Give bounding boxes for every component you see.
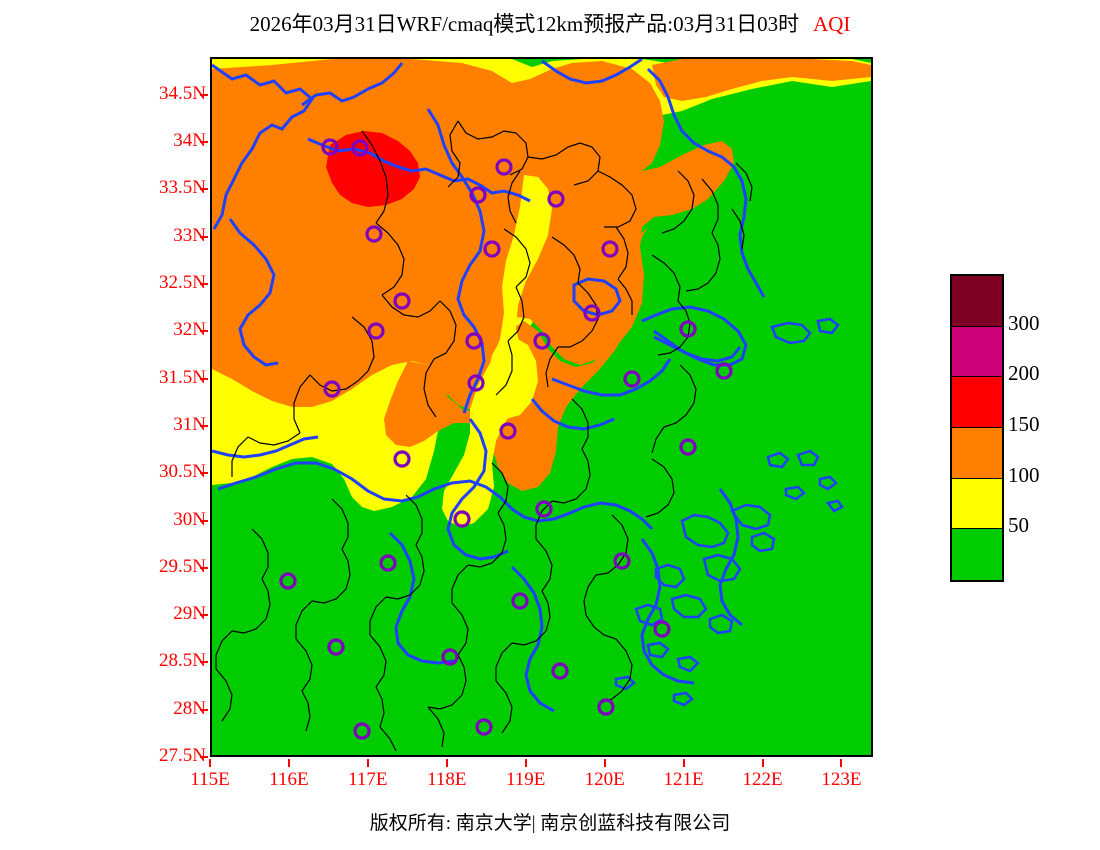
lon-tick-mark	[209, 759, 211, 767]
lat-tick-label-28.5N: 28.5N	[159, 650, 206, 672]
lat-tick-label-32N: 32N	[173, 319, 206, 341]
colorbar-label-200: 200	[1008, 361, 1040, 386]
lat-tick-mark	[200, 188, 208, 191]
colorbar-band-poor	[952, 427, 1002, 479]
aqi-contour-map	[212, 59, 871, 755]
lon-tick-mark	[366, 759, 369, 767]
lat-tick-label-31.5N: 31.5N	[159, 366, 206, 388]
colorbar-band-severe	[952, 276, 1002, 327]
lat-tick-mark	[200, 93, 208, 96]
lat-tick-mark	[200, 661, 208, 664]
lat-tick-mark	[200, 377, 208, 380]
lon-tick-mark	[445, 759, 448, 767]
lat-tick-label-31N: 31N	[173, 413, 206, 435]
lon-tick-label-123E: 123E	[821, 769, 862, 790]
lat-tick-label-33.5N: 33.5N	[159, 177, 206, 199]
lat-tick-label-34N: 34N	[173, 130, 206, 152]
lat-tick-label-29N: 29N	[173, 603, 206, 625]
lat-tick-label-29.5N: 29.5N	[159, 555, 206, 577]
lat-tick-label-30.5N: 30.5N	[159, 461, 206, 483]
lat-tick-mark	[200, 424, 208, 427]
colorbar-band-good	[952, 529, 1002, 580]
colorbar-band-very-unhealthy	[952, 326, 1002, 378]
colorbar-label-150: 150	[1008, 412, 1040, 436]
colorbar-label-50: 50	[1008, 513, 1029, 538]
lat-tick-label-33N: 33N	[173, 224, 206, 246]
colorbar-band-unhealthy	[952, 377, 1002, 428]
administrative-boundaries	[215, 120, 753, 752]
page-title: 2026年03月31日WRF/cmaq模式12km预报产品:03月31日03时 A…	[0, 8, 1100, 38]
colorbar-label-300: 300	[1008, 310, 1040, 335]
lon-tick-mark	[524, 759, 527, 767]
title-variable: AQI	[813, 12, 851, 36]
lat-tick-mark	[200, 614, 208, 617]
lat-tick-mark	[200, 519, 208, 522]
aqi-band-moderate-patch-east	[488, 337, 538, 419]
lon-tick-label-119E: 119E	[506, 769, 546, 790]
lon-tick-label-116E: 116E	[269, 769, 309, 790]
lat-tick-mark	[200, 283, 208, 286]
lon-tick-mark	[682, 759, 685, 767]
aqi-band-poor-northeast	[652, 59, 871, 101]
lat-tick-label-34.5N: 34.5N	[159, 82, 206, 104]
lat-tick-mark	[200, 141, 208, 144]
longitude-axis: 115E 116E 117E 118E 119E 120E 121E 122E 123E	[190, 759, 873, 799]
lat-tick-mark	[200, 472, 208, 475]
lon-tick-label-120E: 120E	[584, 769, 625, 790]
lon-tick-mark	[840, 759, 843, 767]
lat-tick-label-27.5N: 27.5N	[159, 745, 206, 766]
lat-tick-mark	[200, 330, 208, 333]
lat-tick-label-28N: 28N	[173, 697, 206, 719]
lon-tick-mark	[761, 759, 764, 767]
lat-tick-label-30N: 30N	[173, 508, 206, 530]
map-plot-area[interactable]	[210, 57, 873, 757]
latitude-axis: 34.5N 34N 33.5N 33N 32.5N 32N 31.5N 31N 30.5N 30N…	[120, 57, 208, 766]
aqi-colorbar-legend	[950, 274, 1004, 582]
lon-tick-label-118E: 118E	[427, 769, 467, 790]
river-network	[212, 59, 844, 713]
lon-tick-label-115E: 115E	[190, 769, 230, 790]
lon-tick-label-121E: 121E	[663, 769, 704, 790]
colorbar-band-moderate	[952, 478, 1002, 530]
lon-tick-label-122E: 122E	[742, 769, 783, 790]
colorbar-label-100: 100	[1008, 462, 1040, 487]
lat-tick-label-32.5N: 32.5N	[159, 272, 206, 294]
lon-tick-mark	[603, 759, 606, 767]
lat-tick-mark	[200, 708, 208, 711]
lat-tick-mark	[200, 566, 208, 569]
lon-tick-label-117E: 117E	[348, 769, 388, 790]
city-markers[interactable]	[279, 138, 733, 740]
lat-tick-mark	[200, 235, 208, 238]
lon-tick-mark	[287, 759, 290, 767]
lat-tick-mark	[200, 756, 208, 758]
copyright-footer: 版权所有: 南京大学| 南京创蓝科技有限公司	[369, 813, 731, 834]
title-text: 2026年03月31日WRF/cmaq模式12km预报产品:03月31日03时	[249, 12, 800, 36]
